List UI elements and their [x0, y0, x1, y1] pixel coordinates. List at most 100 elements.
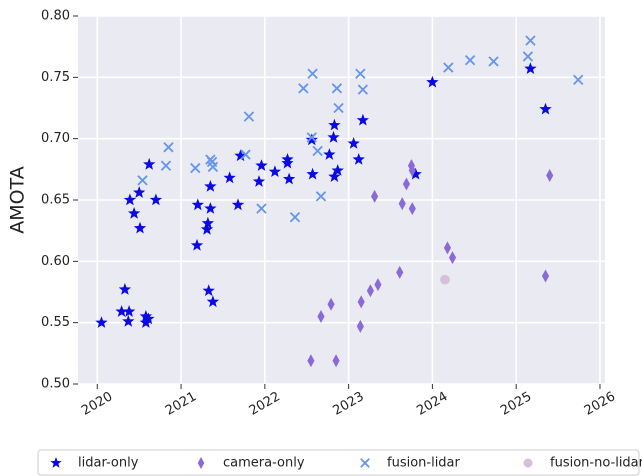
y-tick-label: 0.50 [41, 377, 70, 392]
legend-label: fusion-no-lidar [550, 456, 642, 471]
star-marker [133, 186, 146, 198]
star-marker [252, 175, 266, 187]
star-marker [190, 238, 204, 251]
star-marker [50, 457, 62, 468]
diamond-marker [356, 319, 364, 333]
y-tick-label: 0.80 [41, 9, 70, 24]
x-marker [357, 84, 369, 95]
diamond-marker [307, 354, 315, 368]
star-marker [139, 310, 152, 322]
diamond-marker [371, 189, 379, 203]
x-marker [355, 68, 366, 79]
x-marker [289, 211, 301, 223]
x-tick-label: 2020 [79, 389, 115, 419]
x-tick-label: 2024 [414, 389, 450, 419]
circle-marker [440, 274, 450, 285]
x-marker [464, 54, 476, 66]
diamond-marker [448, 251, 457, 265]
star-marker [128, 207, 141, 219]
star-marker [255, 159, 268, 171]
y-tick-label: 0.75 [41, 70, 70, 85]
star-marker [223, 171, 236, 184]
x-marker [360, 458, 370, 468]
x-marker [298, 83, 309, 94]
x-marker [488, 56, 499, 67]
star-marker [204, 202, 217, 214]
star-marker [268, 165, 282, 177]
star-marker [202, 284, 215, 296]
y-tick-label: 0.55 [41, 315, 70, 330]
diamond-marker [546, 168, 554, 182]
star-marker [95, 316, 108, 328]
x-tick-label: 2023 [331, 389, 367, 419]
star-marker [191, 198, 204, 211]
diamond-marker [541, 269, 550, 283]
star-marker [200, 222, 214, 235]
diamond-marker [398, 197, 406, 211]
star-marker [122, 305, 136, 317]
star-marker [328, 170, 341, 182]
x-marker [315, 191, 327, 202]
x-marker [333, 102, 344, 114]
x-marker [443, 62, 454, 73]
star-marker [306, 167, 319, 180]
legend-frame [37, 449, 640, 476]
star-marker [323, 148, 336, 160]
star-marker [149, 193, 163, 206]
star-marker [347, 137, 360, 149]
star-marker [281, 156, 294, 169]
diamond-marker [408, 202, 416, 216]
x-marker [160, 160, 172, 171]
x-marker [306, 132, 317, 143]
x-tick-label: 2022 [247, 389, 283, 419]
legend-label: lidar-only [78, 456, 139, 471]
star-marker [426, 75, 439, 88]
x-marker [207, 161, 219, 173]
legend-label: camera-only [223, 456, 305, 471]
y-tick-label: 0.70 [41, 131, 70, 146]
star-marker [204, 180, 217, 192]
x-marker [525, 35, 536, 46]
star-marker [331, 164, 344, 176]
x-marker [522, 51, 534, 62]
x-tick-label: 2026 [582, 389, 618, 419]
star-marker [327, 130, 340, 143]
diamond-marker [197, 457, 205, 469]
x-marker [256, 203, 267, 214]
star-marker [115, 305, 128, 317]
x-marker [573, 74, 584, 85]
x-tick-label: 2021 [163, 389, 199, 419]
y-tick-label: 0.60 [41, 254, 70, 269]
marks [95, 35, 584, 368]
x-marker [331, 83, 343, 94]
x-marker [307, 68, 318, 79]
legend: lidar-only camera-only fusion-lidar fusion-… [50, 456, 642, 471]
x-tick-label: 2025 [498, 389, 534, 419]
diamond-marker [317, 310, 325, 324]
star-marker [143, 157, 156, 170]
x-marker [240, 149, 251, 160]
legend-label: fusion-lidar [387, 456, 461, 471]
y-tick-label: 0.65 [41, 193, 70, 208]
star-marker [409, 167, 422, 180]
diamond-marker [366, 284, 374, 298]
star-marker [201, 216, 214, 229]
star-marker [231, 198, 245, 211]
diamond-marker [332, 354, 340, 368]
diamond-marker [443, 241, 452, 255]
star-marker [328, 118, 341, 131]
y-axis-label: AMOTA [7, 166, 29, 233]
circle-marker [523, 458, 533, 468]
diamond-marker [327, 297, 335, 311]
star-marker [133, 221, 147, 234]
star-marker [539, 102, 552, 115]
star-marker [206, 295, 220, 308]
x-marker [312, 145, 323, 157]
star-marker [234, 149, 247, 162]
star-marker [142, 312, 155, 325]
diamond-marker [357, 295, 365, 309]
x-marker [190, 162, 201, 174]
star-marker [352, 153, 365, 165]
star-marker [305, 133, 318, 146]
